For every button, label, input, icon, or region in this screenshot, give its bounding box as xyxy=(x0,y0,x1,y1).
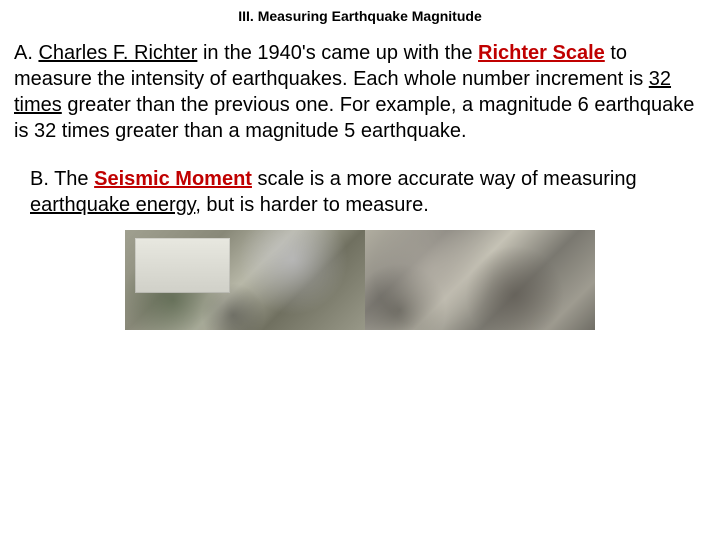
earthquake-image-left xyxy=(125,230,365,330)
para-a-seg3: greater than the previous one. For examp… xyxy=(14,94,694,142)
images-row xyxy=(0,230,720,330)
para-b-prefix: B. The xyxy=(30,168,94,190)
paragraph-b: B. The Seismic Moment scale is a more ac… xyxy=(0,166,720,218)
richter-scale-term: Richter Scale xyxy=(478,42,605,64)
para-b-seg2: , but is harder to measure. xyxy=(195,194,428,216)
energy-term: earthquake energy xyxy=(30,194,195,216)
para-b-seg1: scale is a more accurate way of measurin… xyxy=(252,168,637,190)
paragraph-a: A. Charles F. Richter in the 1940's came… xyxy=(0,40,720,144)
para-a-prefix: A. xyxy=(14,42,38,64)
seismic-moment-term: Seismic Moment xyxy=(94,168,252,190)
person-name: Charles F. Richter xyxy=(38,42,197,64)
para-a-seg1: in the 1940's came up with the xyxy=(197,42,478,64)
earthquake-image-right xyxy=(365,230,595,330)
slide-title: III. Measuring Earthquake Magnitude xyxy=(0,0,720,40)
